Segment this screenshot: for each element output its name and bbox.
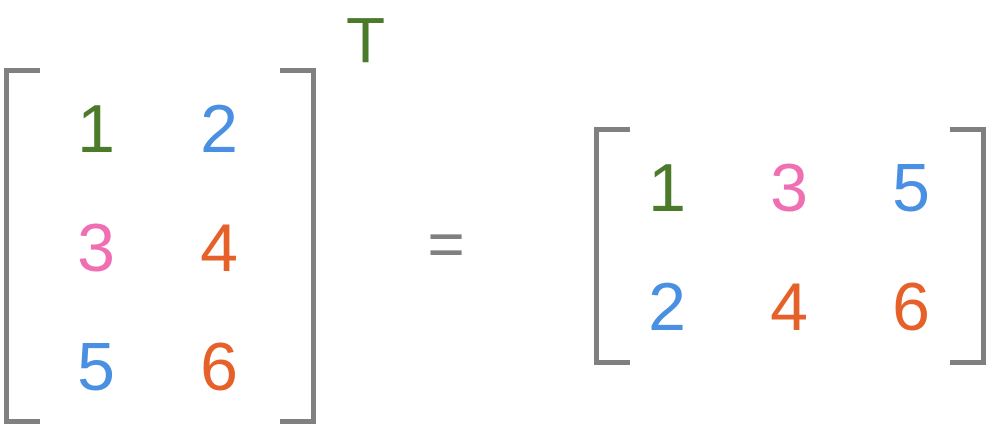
- matrix-cell: 3: [77, 210, 115, 286]
- matrix-cell: 4: [770, 269, 808, 345]
- matrix-cell: 4: [200, 210, 238, 286]
- matrix-cell: 6: [200, 329, 238, 405]
- matrix-cell: 6: [892, 269, 930, 345]
- right-matrix-right-bracket: [950, 127, 986, 365]
- matrix-cell: 3: [770, 150, 808, 226]
- matrix-cell: 5: [892, 150, 930, 226]
- matrix-cell: 1: [648, 150, 686, 226]
- right-matrix-left-bracket: [594, 127, 630, 365]
- matrix-cell: 2: [648, 269, 686, 345]
- matrix-cell: 2: [200, 91, 238, 167]
- matrix-cell: 5: [77, 329, 115, 405]
- left-matrix-left-bracket: [4, 68, 40, 424]
- transpose-superscript: T: [346, 4, 386, 76]
- left-matrix-right-bracket: [280, 68, 316, 424]
- matrix-cell: 1: [77, 91, 115, 167]
- equals-sign: =: [427, 208, 465, 280]
